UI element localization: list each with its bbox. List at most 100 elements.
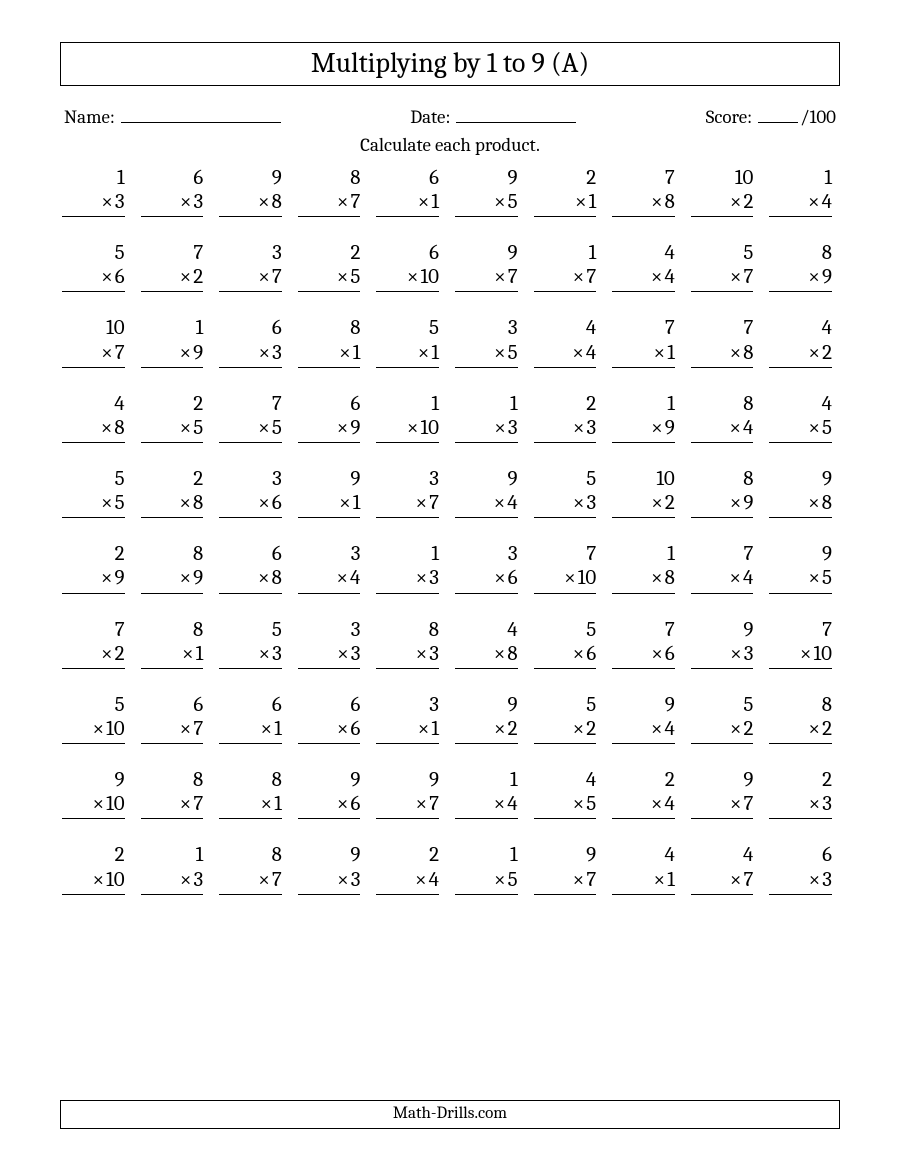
multiplier: 8 (743, 341, 753, 365)
multiplicand: 6 (219, 542, 282, 566)
multiplier-row: ×3 (534, 491, 597, 518)
multiplier: 6 (351, 717, 361, 741)
problem: 2×8 (141, 467, 210, 518)
multiplicand: 2 (769, 768, 832, 792)
multiplier: 8 (665, 190, 675, 214)
multiply-operator: × (573, 868, 585, 892)
problem: 8×7 (298, 166, 367, 217)
multiplicand: 5 (62, 241, 125, 265)
multiplier: 10 (106, 792, 124, 816)
multiplier-row: ×3 (298, 868, 361, 895)
multiply-operator: × (494, 717, 506, 741)
page-title: Multiplying by 1 to 9 (A) (60, 42, 840, 86)
multiplier-row: ×4 (691, 416, 754, 443)
problem: 1×4 (769, 166, 838, 217)
problem: 9×7 (534, 843, 603, 894)
multiplier: 4 (664, 265, 674, 289)
multiply-operator: × (180, 717, 192, 741)
multiply-operator: × (651, 265, 663, 289)
problem: 3×5 (455, 316, 524, 367)
problem: 6×3 (141, 166, 210, 217)
multiplier: 7 (586, 265, 596, 289)
multiplier-row: ×5 (769, 416, 832, 443)
multiply-operator: × (730, 341, 742, 365)
multiplicand: 1 (769, 166, 832, 190)
multiply-operator: × (258, 642, 270, 666)
multiply-operator: × (92, 717, 104, 741)
score-blank[interactable] (758, 102, 798, 123)
instruction-text: Calculate each product. (60, 134, 840, 156)
problem: 2×10 (62, 843, 131, 894)
problem: 3×3 (298, 618, 367, 669)
multiplier-row: ×6 (455, 566, 518, 593)
problem: 8×4 (691, 392, 760, 443)
problem: 4×4 (612, 241, 681, 292)
problem: 4×5 (534, 768, 603, 819)
problem: 8×3 (376, 618, 445, 669)
multiplier: 10 (106, 868, 124, 892)
problem: 1×3 (455, 392, 524, 443)
problem: 6×1 (376, 166, 445, 217)
multiply-operator: × (337, 717, 349, 741)
footer: Math-Drills.com (60, 1100, 840, 1129)
multiplicand: 7 (62, 618, 125, 642)
multiply-operator: × (573, 642, 585, 666)
multiplicand: 9 (298, 768, 361, 792)
multiplier-row: ×8 (455, 642, 518, 669)
multiplicand: 8 (376, 618, 439, 642)
multiplier: 1 (353, 341, 361, 365)
problem: 8×2 (769, 693, 838, 744)
multiplicand: 1 (376, 392, 439, 416)
problem: 1×3 (62, 166, 131, 217)
multiplier-row: ×6 (298, 717, 361, 744)
multiplier: 2 (193, 265, 203, 289)
multiplier-row: ×7 (298, 190, 361, 217)
problem: 7×8 (691, 316, 760, 367)
problem: 5×2 (534, 693, 603, 744)
multiplier: 10 (421, 416, 439, 440)
multiplicand: 9 (691, 618, 754, 642)
multiply-operator: × (180, 341, 192, 365)
problem: 5×3 (219, 618, 288, 669)
multiply-operator: × (416, 642, 428, 666)
multiplier: 9 (665, 416, 675, 440)
multiplier-row: ×7 (691, 792, 754, 819)
problem: 5×1 (376, 316, 445, 367)
multiply-operator: × (415, 491, 427, 515)
multiplier: 1 (431, 341, 439, 365)
multiply-operator: × (261, 792, 273, 816)
multiplier-row: ×3 (219, 341, 282, 368)
multiplicand: 3 (298, 542, 361, 566)
name-blank[interactable] (121, 102, 281, 123)
multiplier: 3 (429, 566, 439, 590)
multiplier: 7 (351, 190, 361, 214)
multiplier-row: ×10 (62, 717, 125, 744)
problem: 10×2 (612, 467, 681, 518)
problem: 9×7 (455, 241, 524, 292)
multiplier-row: ×10 (376, 416, 439, 443)
multiplier-row: ×3 (62, 190, 125, 217)
problem: 5×5 (62, 467, 131, 518)
multiply-operator: × (337, 868, 349, 892)
problem: 3×6 (219, 467, 288, 518)
date-blank[interactable] (456, 102, 576, 123)
multiplier: 7 (429, 491, 439, 515)
multiply-operator: × (573, 491, 585, 515)
multiplier: 3 (115, 190, 125, 214)
multiply-operator: × (339, 341, 351, 365)
multiplier: 7 (193, 792, 203, 816)
multiply-operator: × (416, 566, 428, 590)
multiplier: 7 (744, 792, 754, 816)
multiply-operator: × (101, 491, 113, 515)
multiplicand: 3 (298, 618, 361, 642)
multiply-operator: × (180, 792, 192, 816)
multiplier: 9 (115, 566, 125, 590)
multiplier-row: ×1 (219, 792, 282, 819)
multiplier-row: ×9 (141, 566, 204, 593)
multiplier: 2 (115, 642, 125, 666)
multiply-operator: × (730, 868, 742, 892)
multiply-operator: × (418, 717, 430, 741)
multiplicand: 3 (219, 241, 282, 265)
problem: 6×10 (376, 241, 445, 292)
problem: 9×8 (769, 467, 838, 518)
